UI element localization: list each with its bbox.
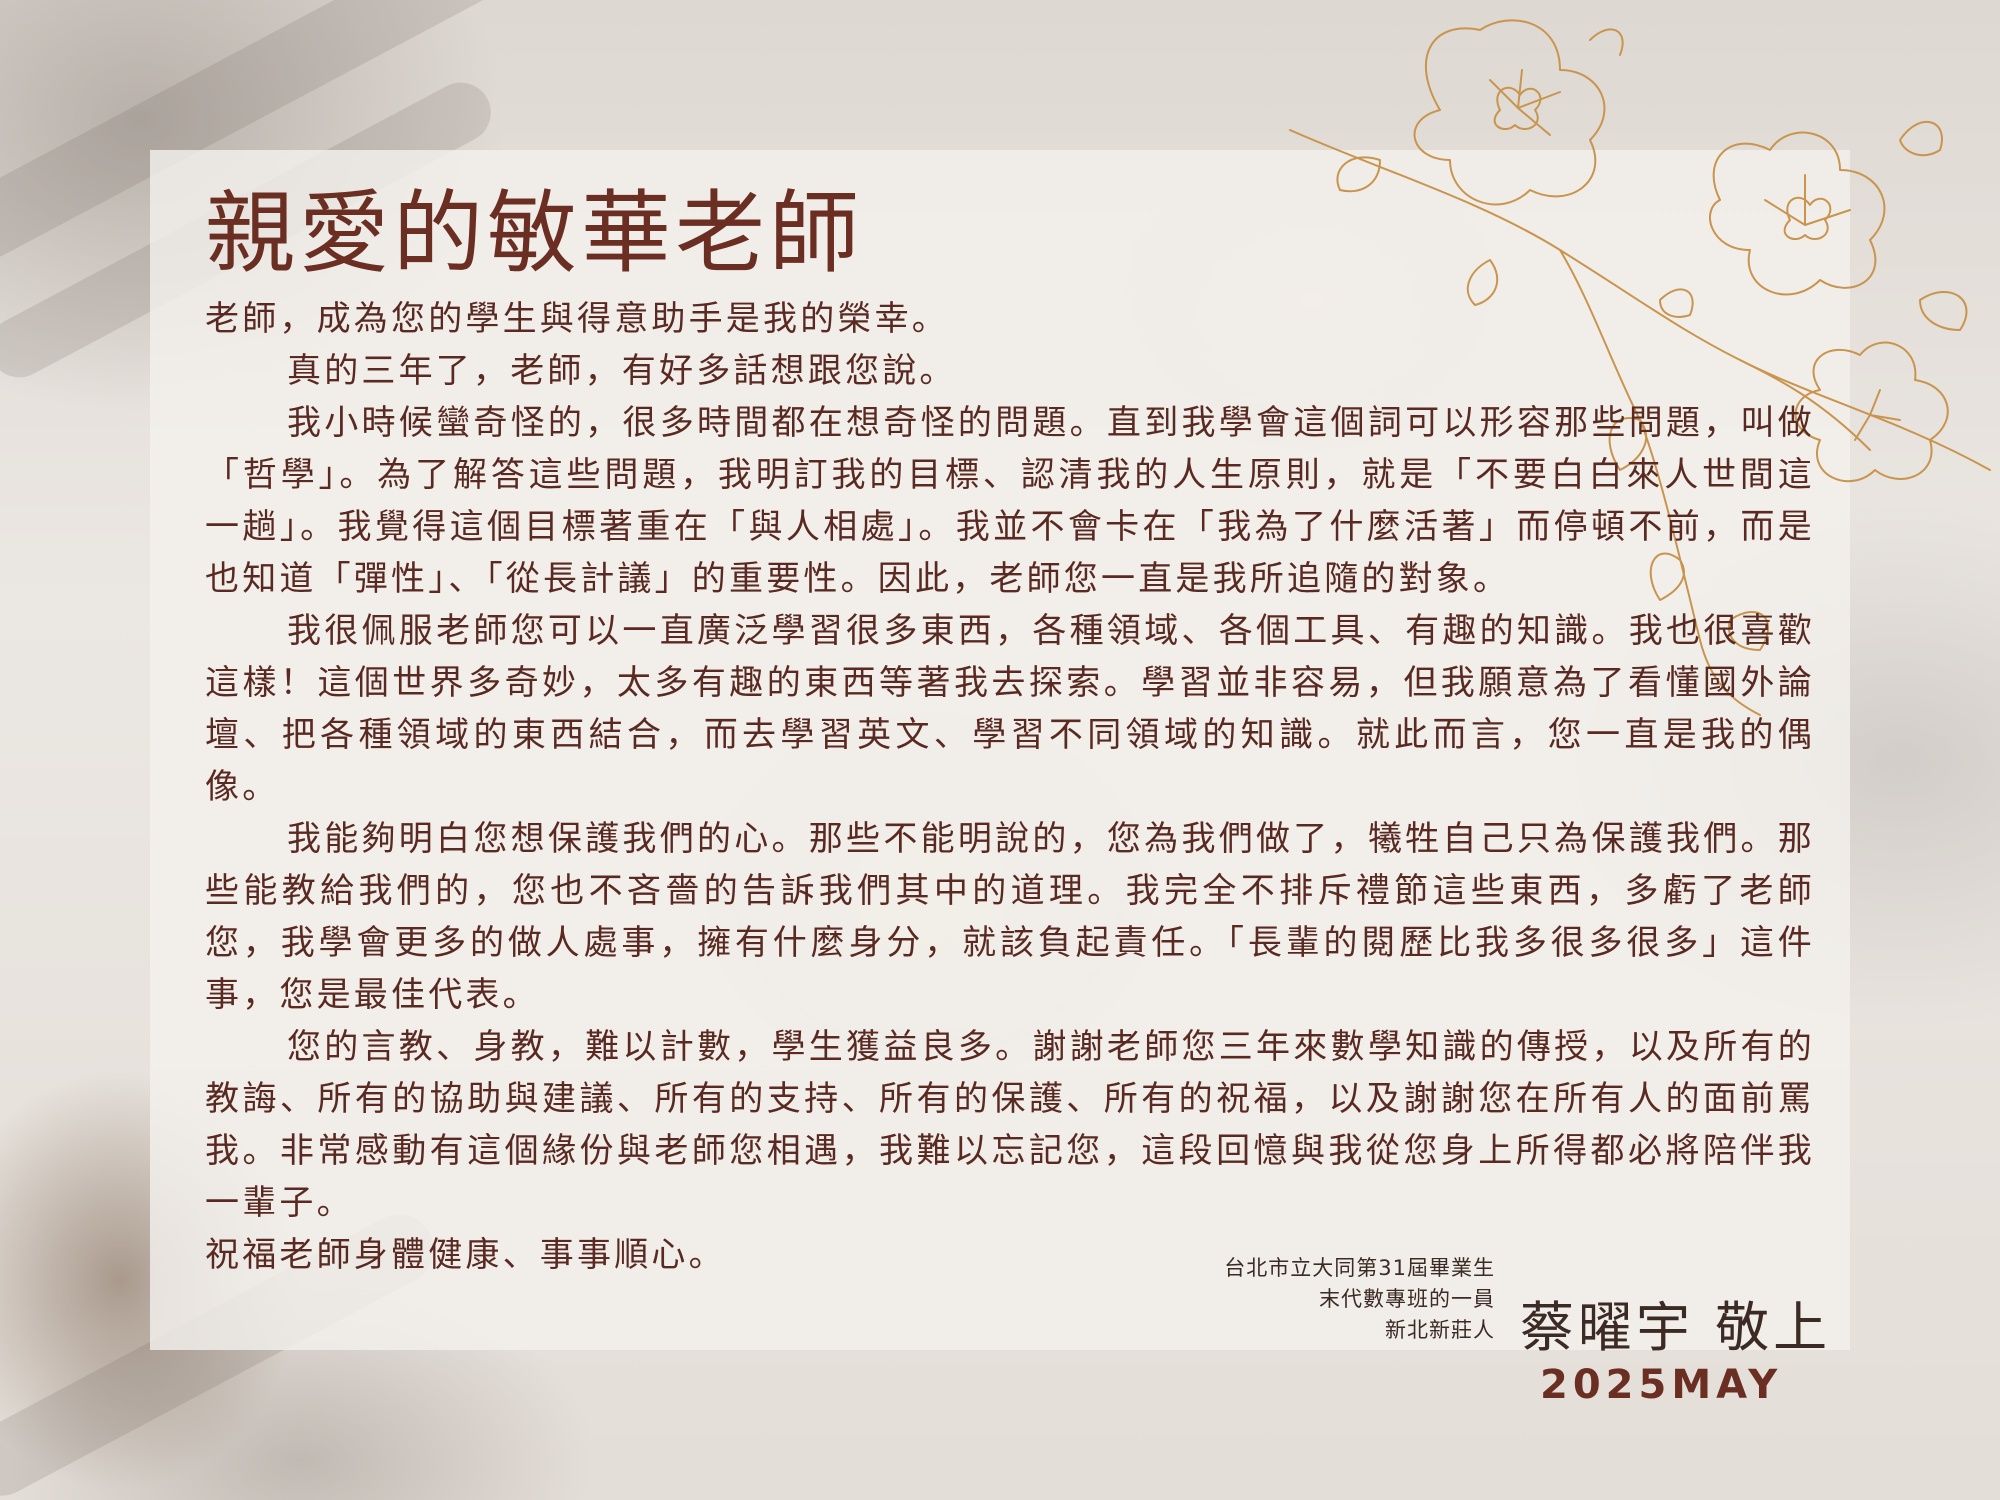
signature-name: 蔡曜宇 敬上 [1520,1296,1832,1359]
signature-school: 台北市立大同第31屆畢業生 [1224,1256,1495,1280]
paragraph-closing: 祝福老師身體健康、事事順心。 [205,1235,726,1275]
magnolia-branch-icon [1289,19,1991,716]
signature-date: 2025MAY [1540,1362,1783,1408]
signature-hometown: 新北新莊人 [1385,1318,1495,1342]
paragraph: 我很佩服老師您可以一直廣泛學習很多東西，各種領域、各個工具、有趣的知識。我也很喜… [205,611,1815,807]
paragraph: 您的言教、身教，難以計數，學生獲益良多。謝謝老師您三年來數學知識的傳授，以及所有… [205,1027,1815,1223]
letter-title: 親愛的敏華老師 [205,181,863,286]
paragraph: 我能夠明白您想保護我們的心。那些不能明說的，您為我們做了，犧牲自己只為保護我們。… [205,819,1815,1015]
paragraph: 我小時候蠻奇怪的，很多時間都在想奇怪的問題。直到我學會這個詞可以形容那些問題，叫… [205,403,1815,599]
paragraph: 真的三年了，老師，有好多話想跟您說。 [287,351,957,391]
signature-details: 台北市立大同第31屆畢業生 末代數專班的一員 新北新莊人 [1100,1253,1495,1346]
letter-panel [150,150,1850,1350]
signature-class: 末代數專班的一員 [1319,1287,1495,1311]
letter-body: 老師，成為您的學生與得意助手是我的榮幸。 真的三年了，老師，有好多話想跟您說。 … [205,293,1815,1281]
paragraph: 老師，成為您的學生與得意助手是我的榮幸。 [205,299,949,339]
